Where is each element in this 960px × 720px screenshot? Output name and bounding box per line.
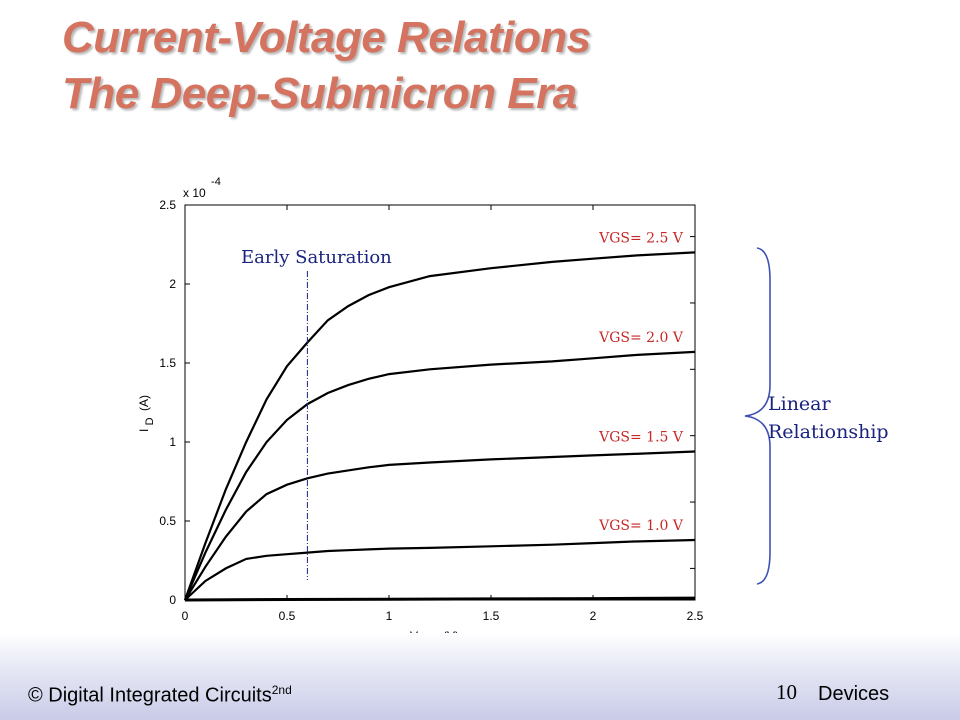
series-line <box>184 538 696 601</box>
y-axis-ticks: 0 0.5 1 1.5 2 2.5 <box>159 198 695 607</box>
x-tick-label: 0 <box>182 609 189 623</box>
series-label: VGS= 1.0 V <box>598 518 684 534</box>
footer-course-text: © Digital Integrated Circuits <box>28 684 272 707</box>
x-tick-label: 1.5 <box>483 609 500 623</box>
footer-course-title: © Digital Integrated Circuits2nd <box>28 683 292 708</box>
linear-relationship-line-1: Linear <box>768 393 831 415</box>
y-multiplier-base: x 10 <box>183 186 206 200</box>
slide-title: Current-Voltage Relations The Deep-Submi… <box>62 10 591 122</box>
footer-edition: 2nd <box>271 683 292 697</box>
y-tick-label: 0.5 <box>159 514 176 528</box>
y-axis-label-unit: (A) <box>137 395 151 411</box>
y-tick-label: 1.5 <box>159 356 176 370</box>
x-axis-ticks: 0 0.5 1 1.5 2 2.5 <box>182 205 704 623</box>
y-multiplier-exp: -4 <box>211 176 221 188</box>
series-label: VGS= 1.5 V <box>598 429 684 445</box>
y-axis-label-main: I <box>137 429 151 432</box>
series-line <box>183 251 696 601</box>
series-line <box>184 596 696 602</box>
y-axis-label: I D (A) <box>137 395 156 432</box>
y-tick-label: 1 <box>169 435 176 449</box>
series-lines <box>183 251 696 602</box>
series-label: VGS= 2.0 V <box>598 330 684 346</box>
title-line-1: Current-Voltage Relations <box>62 13 591 62</box>
footer-section: Devices <box>818 683 890 705</box>
y-tick-label: 0 <box>169 593 176 607</box>
title-line-2: The Deep-Submicron Era <box>62 69 577 118</box>
x-tick-label: 2.5 <box>687 609 704 623</box>
series-line <box>183 350 696 601</box>
y-tick-label: 2 <box>169 277 176 291</box>
x-tick-label: 1 <box>386 609 393 623</box>
x-tick-label: 0.5 <box>279 609 296 623</box>
iv-chart: 0 0.5 1 1.5 2 2.5 00.511.522.5 VGS= 2.5 VVGS=… <box>137 176 771 640</box>
page-number: 10 <box>776 680 797 704</box>
x-tick-label: 2 <box>590 609 597 623</box>
series-label: VGS= 2.5 V <box>598 230 684 246</box>
series-line <box>184 450 696 601</box>
footer-bar <box>0 633 960 720</box>
right-brace <box>744 247 771 585</box>
series-labels: VGS= 2.5 V VGS= 2.0 V VGS= 1.5 V VGS= 1.0 V <box>598 230 684 534</box>
linear-relationship-label: Linear Relationship <box>768 390 889 446</box>
linear-relationship-line-2: Relationship <box>768 421 889 443</box>
y-multiplier: x 10 -4 <box>183 176 221 200</box>
y-tick-label: 2.5 <box>159 198 176 212</box>
early-saturation-label: Early Saturation <box>241 247 392 268</box>
y-axis-label-sub: D <box>144 417 156 425</box>
